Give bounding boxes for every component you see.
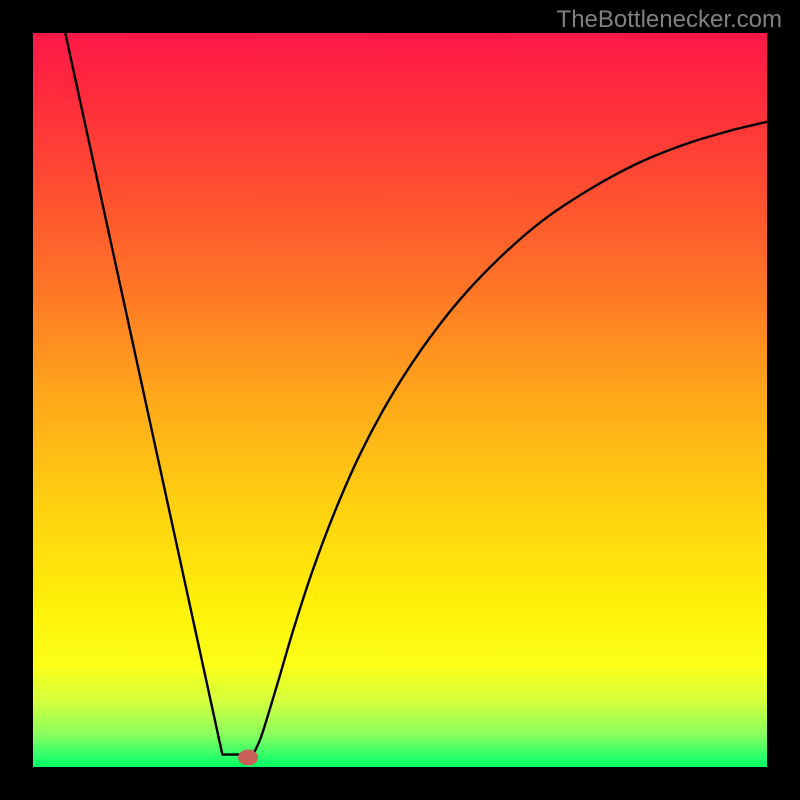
minimum-marker xyxy=(238,749,258,765)
chart-container: TheBottlenecker.com xyxy=(0,0,800,800)
plot-background xyxy=(33,33,767,767)
bottleneck-chart xyxy=(0,0,800,800)
watermark-text: TheBottlenecker.com xyxy=(557,6,782,34)
